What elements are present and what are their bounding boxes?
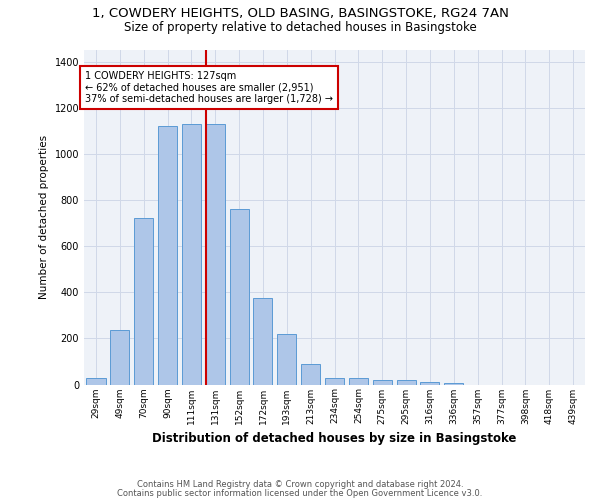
Bar (349, 378, 368, 384)
Text: Contains public sector information licensed under the Open Government Licence v3: Contains public sector information licen… (118, 488, 482, 498)
Bar (158, 126, 177, 384)
Bar (134, 218, 153, 384)
Bar (325, 378, 344, 384)
Bar (277, 334, 296, 384)
Bar (253, 298, 272, 384)
Text: Size of property relative to detached houses in Basingstoke: Size of property relative to detached ho… (124, 21, 476, 34)
Bar (421, 382, 439, 384)
Bar (397, 380, 416, 384)
X-axis label: Distribution of detached houses by size in Basingstoke: Distribution of detached houses by size … (152, 432, 517, 445)
Y-axis label: Number of detached properties: Number of detached properties (39, 135, 49, 300)
Text: Contains HM Land Registry data © Crown copyright and database right 2024.: Contains HM Land Registry data © Crown c… (137, 480, 463, 489)
Bar (301, 364, 320, 384)
Bar (230, 209, 248, 384)
Text: 1, COWDERY HEIGHTS, OLD BASING, BASINGSTOKE, RG24 7AN: 1, COWDERY HEIGHTS, OLD BASING, BASINGST… (92, 8, 508, 20)
Bar (444, 382, 463, 384)
Bar (206, 124, 225, 384)
Bar (86, 378, 106, 384)
Bar (110, 330, 130, 384)
Bar (182, 124, 201, 384)
Text: 1 COWDERY HEIGHTS: 127sqm
← 62% of detached houses are smaller (2,951)
37% of se: 1 COWDERY HEIGHTS: 127sqm ← 62% of detac… (85, 71, 333, 104)
Bar (373, 380, 392, 384)
